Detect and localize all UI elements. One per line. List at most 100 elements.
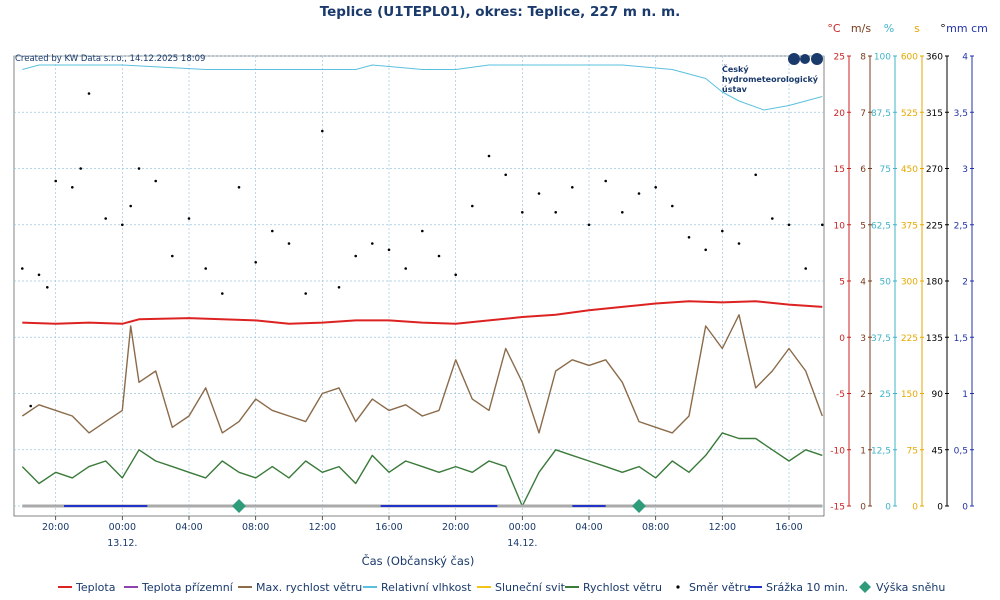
wind-direction-point [154,179,157,183]
y-tick-label: 4 [962,53,968,63]
wind-direction-point [104,217,107,220]
x-tick-label: 20:00 [442,522,469,533]
y-tick-label: 15 [834,165,845,175]
wind-direction-point [554,211,557,214]
wind-direction-point [87,92,91,95]
wind-direction-point [187,217,191,220]
x-tick-label: 20:00 [42,522,69,533]
y-tick-label: 315 [926,109,943,119]
wind-direction-point [321,129,324,133]
x-tick-label: 08:00 [642,522,669,533]
wind-direction-point [37,273,41,277]
wind-direction-point [671,204,674,208]
y-axis-unit: m/s [851,22,871,35]
legend-label: Sluneční svit [495,581,566,594]
wind-direction-point [787,223,791,227]
wind-direction-point [271,229,274,233]
y-tick-label: 2,5 [954,221,968,231]
logo-line-3: ústav [722,85,748,94]
y-tick-label: 0 [962,503,968,513]
y-tick-label: 225 [901,334,918,344]
wind-direction-point [79,167,82,170]
y-tick-label: 90 [932,390,944,400]
logo-dot-2 [800,54,810,64]
logo-dot-1 [788,53,800,65]
wind-direction-point [821,223,824,227]
y-tick-label: 2 [860,390,866,400]
y-tick-label: -10 [830,446,845,456]
wind-direction-point [46,286,49,289]
y-tick-label: 1 [860,446,866,456]
x-tick-label: 04:00 [575,522,602,533]
y-tick-label: -15 [830,503,845,513]
y-tick-label: 4 [860,278,866,288]
wind-direction-point [704,248,707,252]
wind-direction-point [171,254,174,258]
credit-text: Created by KW Data s.r.o., 14.12.2025 18… [15,54,205,64]
wind-direction-point [604,179,607,183]
wind-direction-point [387,248,391,252]
wind-direction-point [454,273,458,277]
wind-direction-point [354,254,358,258]
x-tick-label: 04:00 [175,522,202,533]
wind-direction-point [404,267,408,270]
y-tick-label: 1,5 [954,334,968,344]
y-tick-label: 525 [901,109,918,119]
wind-direction-point [804,267,807,270]
wind-direction-point [437,254,441,258]
y-tick-label: 375 [901,221,918,231]
logo-dot-3 [811,53,823,65]
y-tick-label: 50 [880,278,892,288]
legend-label: Srážka 10 min. [766,581,848,594]
wind-direction-point [621,211,624,214]
y-tick-label: 0 [937,503,943,513]
legend-label: Teplota přízemní [141,581,234,594]
chmi-logo: Český hydrometeorologický ústav [722,53,823,94]
wind-direction-point [337,286,341,289]
wind-direction-point [287,242,291,245]
wind-direction-point [237,186,241,189]
x-tick-label: 00:00 [109,522,136,533]
snow-depth-marker [632,499,646,513]
x-tick-label: 12:00 [309,522,336,533]
wind-direction-point [254,261,257,264]
y-tick-label: 1 [962,390,968,400]
series-wind-speed [21,432,823,507]
wind-direction-point [521,211,524,214]
wind-direction-point [487,154,491,158]
y-tick-label: 0 [885,503,891,513]
y-tick-label: 8 [860,53,866,63]
wind-direction-point [137,167,141,170]
y-axis-unit: % [884,22,894,35]
y-tick-label: 75 [880,165,891,175]
y-axis-unit: s [914,22,920,35]
wind-direction-point [54,179,57,183]
wind-direction-point [571,186,574,189]
logo-line-2: hydrometeorologický [722,75,819,84]
y-axis-unit: ° [940,22,946,35]
wind-direction-point [221,292,224,295]
y-tick-label: 0 [839,334,845,344]
wind-direction-point [71,186,74,189]
x-date-label: 14.12. [507,538,537,549]
y-axis-unit: °C [827,22,841,35]
legend-label: Relativní vlhkost [381,581,472,594]
y-tick-label: 3 [860,334,866,344]
wind-direction-point [29,404,32,408]
legend-label: Max. rychlost větru [256,581,362,594]
y-tick-label: -5 [836,390,845,400]
y-tick-label: 62,5 [871,221,891,231]
y-tick-label: 0 [860,503,866,513]
y-tick-label: 25 [880,390,891,400]
y-tick-label: 45 [932,446,943,456]
plot-area [13,55,825,517]
y-tick-label: 0 [912,503,918,513]
x-tick-label: 12:00 [709,522,736,533]
y-tick-label: 150 [901,390,918,400]
y-tick-label: 270 [926,165,943,175]
y-tick-label: 300 [901,278,918,288]
legend-label: Teplota [75,581,115,594]
y-axis-unit: mm cm [946,22,988,35]
wind-direction-point [421,229,424,233]
series-temperature [22,300,823,325]
